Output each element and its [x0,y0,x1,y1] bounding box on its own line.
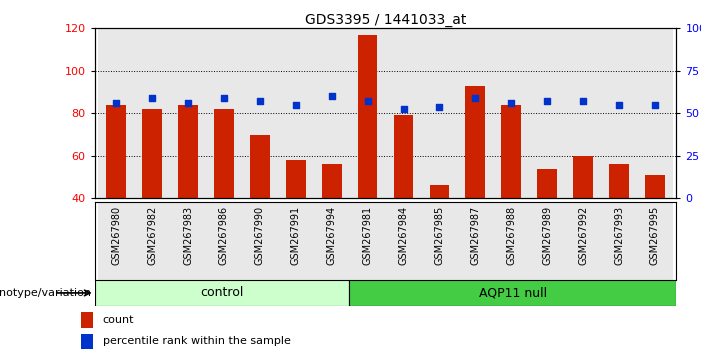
Bar [601,28,637,198]
Bar [242,28,278,198]
Point [326,93,337,99]
Text: GSM267985: GSM267985 [435,206,444,265]
Bar [314,28,350,198]
Bar [350,28,386,198]
Point [182,100,193,105]
Bar [421,202,457,280]
Bar [565,202,601,280]
Point [147,96,158,101]
Point [218,96,229,101]
Bar [250,135,270,198]
Bar [322,164,341,198]
Text: count: count [103,315,134,325]
Bar [98,28,134,198]
Text: GSM267986: GSM267986 [219,206,229,265]
Point [470,96,481,101]
Bar [529,202,565,280]
Point [398,106,409,112]
Text: GSM267995: GSM267995 [650,206,660,265]
Point [613,102,625,108]
Bar [457,202,494,280]
Bar [637,202,673,280]
Bar [170,202,206,280]
Text: GSM267984: GSM267984 [398,206,409,265]
Text: control: control [200,286,244,299]
Point [578,98,589,103]
Bar [206,28,242,198]
Text: GSM267992: GSM267992 [578,206,588,265]
Bar [95,280,349,306]
Bar [430,185,449,198]
Bar [242,202,278,280]
Point [505,100,517,105]
Bar [494,202,529,280]
Bar [142,109,162,198]
Bar [349,280,676,306]
Bar [386,28,421,198]
Bar [529,28,565,198]
Text: GSM267983: GSM267983 [183,206,193,265]
Text: percentile rank within the sample: percentile rank within the sample [103,336,291,346]
Bar [107,105,126,198]
Bar [394,115,414,198]
Point [290,102,301,108]
Point [254,98,266,103]
Text: GSM267990: GSM267990 [255,206,265,265]
Text: genotype/variation: genotype/variation [0,288,91,298]
Bar [170,28,206,198]
Bar [81,333,93,349]
Text: AQP11 null: AQP11 null [479,286,547,299]
Bar [358,35,377,198]
Text: GSM267980: GSM267980 [111,206,121,265]
Bar [81,312,93,327]
Point [434,104,445,110]
Bar [278,28,314,198]
Bar [206,202,242,280]
Bar [350,202,386,280]
Title: GDS3395 / 1441033_at: GDS3395 / 1441033_at [305,13,466,27]
Point [111,100,122,105]
Bar [637,28,673,198]
Bar [214,109,234,198]
Bar [601,202,637,280]
Text: GSM267988: GSM267988 [506,206,516,265]
Bar [98,202,134,280]
Bar [134,202,170,280]
Bar [573,156,593,198]
Text: GSM267991: GSM267991 [291,206,301,265]
Bar [178,105,198,198]
Text: GSM267993: GSM267993 [614,206,624,265]
Bar [565,28,601,198]
Text: GSM267989: GSM267989 [542,206,552,265]
Text: GSM267981: GSM267981 [362,206,373,265]
Text: GSM267982: GSM267982 [147,206,157,265]
Point [649,102,660,108]
Bar [134,28,170,198]
Bar [421,28,457,198]
Bar [609,164,629,198]
Point [362,98,373,103]
Bar [494,28,529,198]
Point [542,98,553,103]
Bar [501,105,521,198]
Text: GSM267994: GSM267994 [327,206,336,265]
Bar [278,202,314,280]
Text: GSM267987: GSM267987 [470,206,480,265]
Bar [465,86,485,198]
Bar [537,169,557,198]
Bar [286,160,306,198]
Bar [645,175,665,198]
Bar [386,202,421,280]
Bar [457,28,494,198]
Bar [314,202,350,280]
